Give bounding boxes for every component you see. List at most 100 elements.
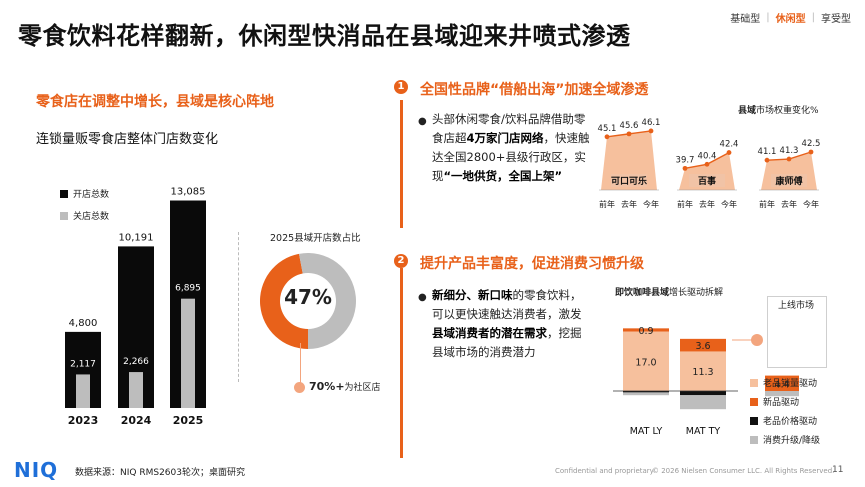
- x-tick-label: 2025: [173, 414, 204, 427]
- seg-upgrade: [765, 391, 799, 397]
- x-tick-label: 今年: [803, 199, 819, 209]
- footer-confidential: Confidential and proprietary: [555, 467, 654, 475]
- legend-new-product-label: 新品驱动: [763, 398, 800, 408]
- seg-old-volume: [623, 331, 669, 391]
- x-tick-label: 今年: [643, 199, 659, 209]
- data-label: 41.3: [780, 146, 799, 156]
- donut-slice-other: [299, 253, 356, 349]
- seg-new-product: [765, 375, 799, 391]
- seg-old-price: [680, 391, 726, 396]
- section1-bullet: 头部休闲零食/饮料品牌借助零食店超4万家门店网络，快速触达全国2800+县级行政…: [432, 110, 592, 186]
- x-tick-label: 前年: [677, 199, 693, 209]
- legend-open: 开店总数: [60, 187, 109, 200]
- section2-text-c: 县域消费者的潜在需求: [432, 326, 547, 340]
- x-tick-label: 2024: [121, 414, 152, 427]
- legend-old-volume-label: 老品销量驱动: [763, 379, 818, 389]
- brand-tag-bg: [689, 174, 725, 187]
- section2-text-a: 新细分、新口味: [432, 288, 513, 302]
- bar-close-label: 2,117: [70, 359, 96, 369]
- page-number: 11: [832, 465, 844, 475]
- weight-chart-title: 县域市场权重变化%: [738, 103, 819, 116]
- legend-upgrade: 消费升级/降级: [750, 433, 820, 446]
- callout-dot: [751, 334, 763, 346]
- tab-leisure[interactable]: 休闲型: [775, 14, 806, 25]
- x-tick-label: 去年: [699, 199, 715, 209]
- donut-note-text: 为社区店: [344, 383, 381, 393]
- series-name: 可口可乐: [611, 175, 647, 187]
- data-point: [648, 128, 654, 134]
- data-point: [626, 131, 632, 137]
- series-name: 康师傅: [775, 175, 802, 187]
- bar-close-total: [76, 374, 90, 408]
- data-point: [704, 161, 710, 167]
- section2-bullet-dot: ●: [418, 292, 427, 303]
- segment-label: 0.9: [638, 326, 653, 337]
- seg-upgrade: [680, 395, 726, 410]
- segment-label: 11.3: [692, 367, 713, 378]
- segment-label: 17.0: [635, 357, 656, 368]
- seg-old-volume: [680, 351, 726, 391]
- bar-open-label: 4,800: [69, 318, 98, 329]
- data-label: 40.4: [698, 151, 717, 161]
- section2-text-b: 的零食饮料，可以更快速触达消费者，激发: [432, 288, 582, 321]
- tab-basic[interactable]: 基础型: [730, 14, 761, 25]
- tab-separator: |: [766, 12, 770, 23]
- x-tick-label: 今年: [721, 199, 737, 209]
- bar-open-label: 10,191: [119, 232, 154, 243]
- section2-bar: [400, 268, 403, 458]
- weight-chart-title-rest: 市场权重变化%: [756, 106, 819, 116]
- seg-new-product: [680, 338, 726, 352]
- online-market-box: [767, 296, 827, 368]
- data-point: [764, 157, 770, 163]
- bar-legend: 开店总数 关店总数: [60, 187, 109, 222]
- legend-close: 关店总数: [60, 209, 109, 222]
- x-tick-label: 2023: [68, 414, 99, 427]
- coffee-chart-title: 即饮咖啡县域增长驱动拆解: [615, 285, 723, 298]
- x-tick-label: 去年: [621, 199, 637, 209]
- data-point: [726, 150, 732, 155]
- donut-callout-line: [300, 343, 302, 383]
- data-label: 42.4: [720, 140, 739, 150]
- section2-number: 2: [394, 254, 408, 268]
- bar-close-total: [129, 372, 143, 408]
- x-tick-label: 去年: [781, 199, 797, 209]
- legend-close-swatch: [60, 211, 68, 220]
- section1-text-a: 头部休闲零食/饮料品牌借助零食店超: [432, 112, 586, 145]
- legend-new-product-swatch: [750, 397, 758, 406]
- section1-number: 1: [394, 80, 408, 94]
- legend-old-price-label: 老品价格驱动: [763, 417, 818, 427]
- data-label: 45.6: [620, 121, 639, 131]
- data-label: 42.5: [802, 139, 821, 149]
- data-label: 45.1: [598, 124, 617, 134]
- bar-close-label: 6,895: [175, 284, 201, 294]
- left-heading: 零食店在调整中增长，县域是核心阵地: [36, 94, 274, 110]
- data-label: 41.1: [758, 147, 777, 157]
- store-bar-chart: 4,800 2,117 2023 10,191 2,266 2024 13,085 6,895…: [65, 187, 206, 427]
- online-market-label: 上线市场: [777, 301, 814, 311]
- seg-upgrade: [623, 392, 669, 396]
- section1-text-c: ，快速触达全国2800+县级行政区，实现: [432, 131, 590, 183]
- donut-center-value: 47%: [284, 285, 332, 309]
- section1-bullet-dot: ●: [418, 116, 427, 127]
- legend-close-label: 关店总数: [73, 212, 110, 222]
- data-point: [682, 165, 688, 171]
- coffee-chart-title-bold: 即饮咖啡县域: [615, 288, 670, 298]
- tab-enjoy[interactable]: 享受型: [821, 14, 851, 25]
- legend-upgrade-swatch: [750, 435, 758, 444]
- tab-separator: |: [811, 12, 815, 23]
- legend-upgrade-label: 消费升级/降级: [763, 436, 821, 446]
- data-label: 39.7: [676, 155, 695, 165]
- bar-close-label: 2,266: [123, 357, 149, 367]
- legend-old-volume-swatch: [750, 378, 758, 387]
- data-label: 46.1: [642, 118, 661, 128]
- weight-line-chart: 45.1 前年 45.6 去年 46.1 今年 可口可乐 39.7 前年 40.4 去年 42.4 今年…: [598, 118, 821, 209]
- footer-source: 数据来源：NIQ RMS2603轮次；桌面研究: [75, 468, 245, 478]
- legend-open-swatch: [60, 189, 68, 198]
- bar-close-total: [181, 298, 195, 408]
- section2-text-d: ，挖掘县域市场的消费潜力: [432, 326, 582, 359]
- section1-text-b: 4万家门店网络: [466, 131, 544, 145]
- x-tick-label: 前年: [599, 199, 615, 209]
- divider-dashed: [238, 232, 240, 382]
- legend-old-volume: 老品销量驱动: [750, 376, 820, 389]
- bar-open-label: 13,085: [171, 187, 206, 198]
